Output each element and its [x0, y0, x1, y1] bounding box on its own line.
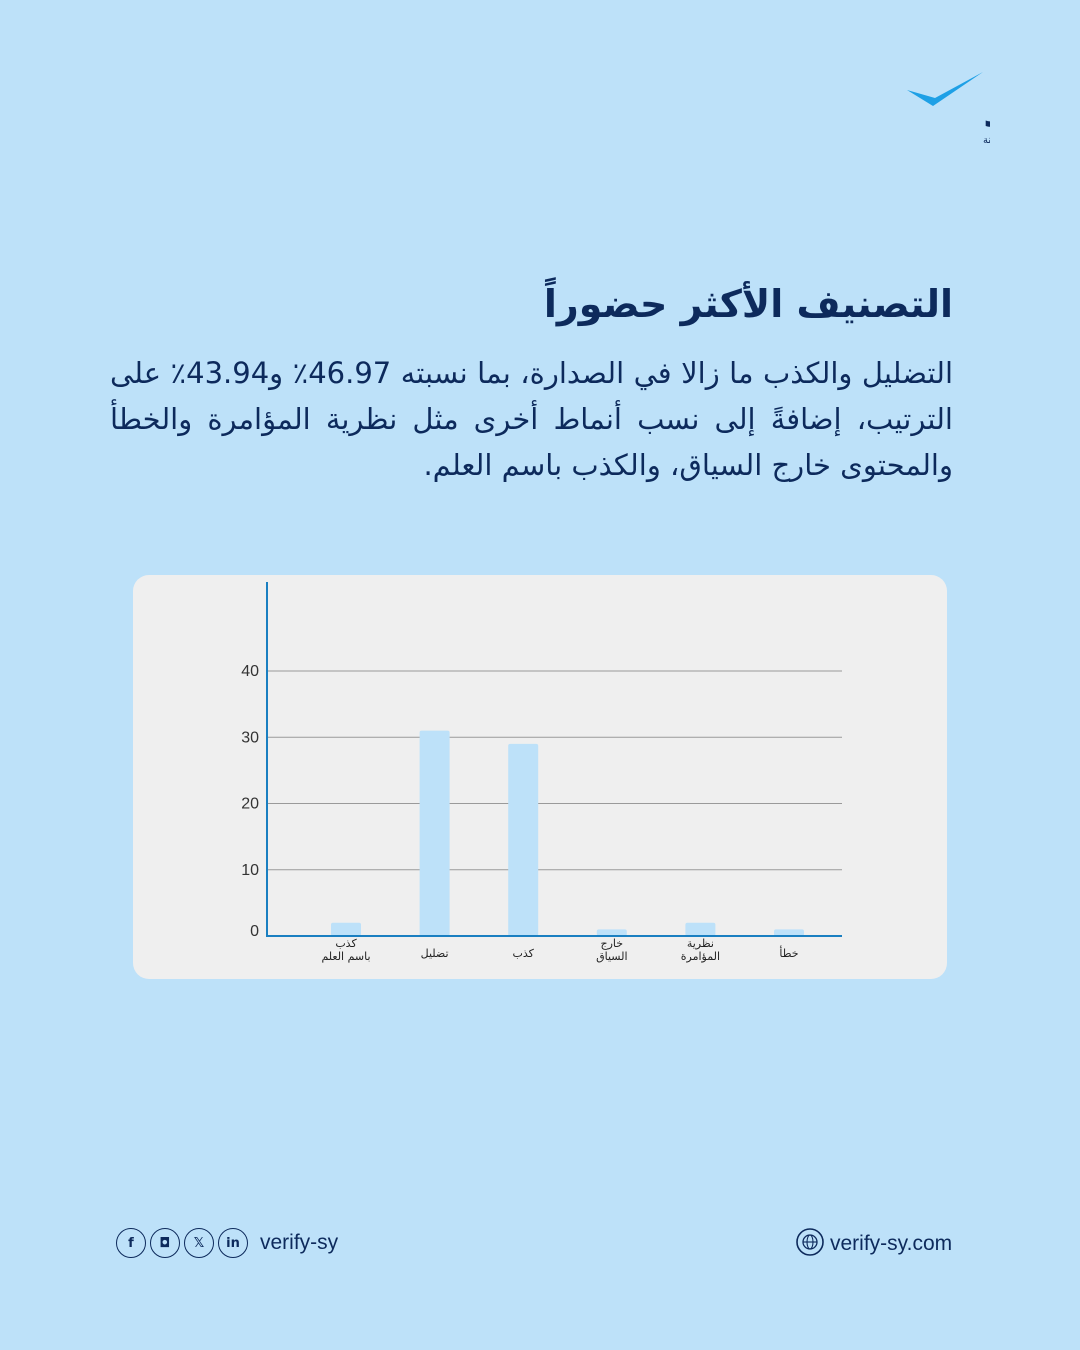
social-handle[interactable]: verify-sy [260, 1231, 339, 1254]
bar [774, 929, 804, 936]
x-tick-label: نظرية المؤامرة [681, 937, 720, 963]
bar [596, 929, 627, 936]
y-tick-label: 40 [241, 663, 259, 680]
svg-text:تأكد: تأكد [983, 82, 990, 137]
facebook-icon[interactable]: f [116, 1228, 146, 1258]
y-tick-label: 0 [250, 923, 259, 940]
bar [331, 922, 361, 936]
x-tick-label: كذب [513, 947, 535, 960]
y-tick-label: 30 [241, 729, 259, 746]
description-paragraph: التضليل والكذب ما زالا في الصدارة، بما ن… [110, 356, 953, 482]
x-tick-label: خارج السياق [596, 937, 627, 963]
x-tick-label: تضليل [421, 947, 449, 960]
y-tick-label: 10 [241, 862, 259, 879]
bar-chart: 0 10 20 30 40 كذب باسم العلم تضليل كذب خارج السياق… [241, 582, 842, 963]
globe-icon [796, 1228, 824, 1260]
instagram-icon[interactable]: ◘ [150, 1228, 180, 1258]
chart-card: 0 10 20 30 40 كذب باسم العلم تضليل كذب خارج السياق… [133, 575, 947, 979]
logo: تأكد لأن الخبر أمانة [895, 68, 1067, 150]
y-tick-label: 20 [241, 796, 259, 813]
social-links: f ◘ 𝕏 in verify-sy [116, 1228, 338, 1258]
x-icon[interactable]: 𝕏 [184, 1228, 214, 1258]
bar [685, 922, 716, 936]
website-link[interactable]: verify-sy.com [796, 1228, 952, 1260]
website-url[interactable]: verify-sy.com [830, 1232, 953, 1255]
bar [508, 743, 539, 936]
x-tick-label: كذب باسم العلم [321, 937, 370, 963]
x-tick-label: خطأ [779, 945, 798, 960]
bar [419, 730, 450, 936]
svg-text:لأن الخبر أمانة: لأن الخبر أمانة [983, 133, 990, 146]
page-title: التصنيف الأكثر حضوراً [543, 282, 953, 326]
linkedin-icon[interactable]: in [218, 1228, 248, 1258]
